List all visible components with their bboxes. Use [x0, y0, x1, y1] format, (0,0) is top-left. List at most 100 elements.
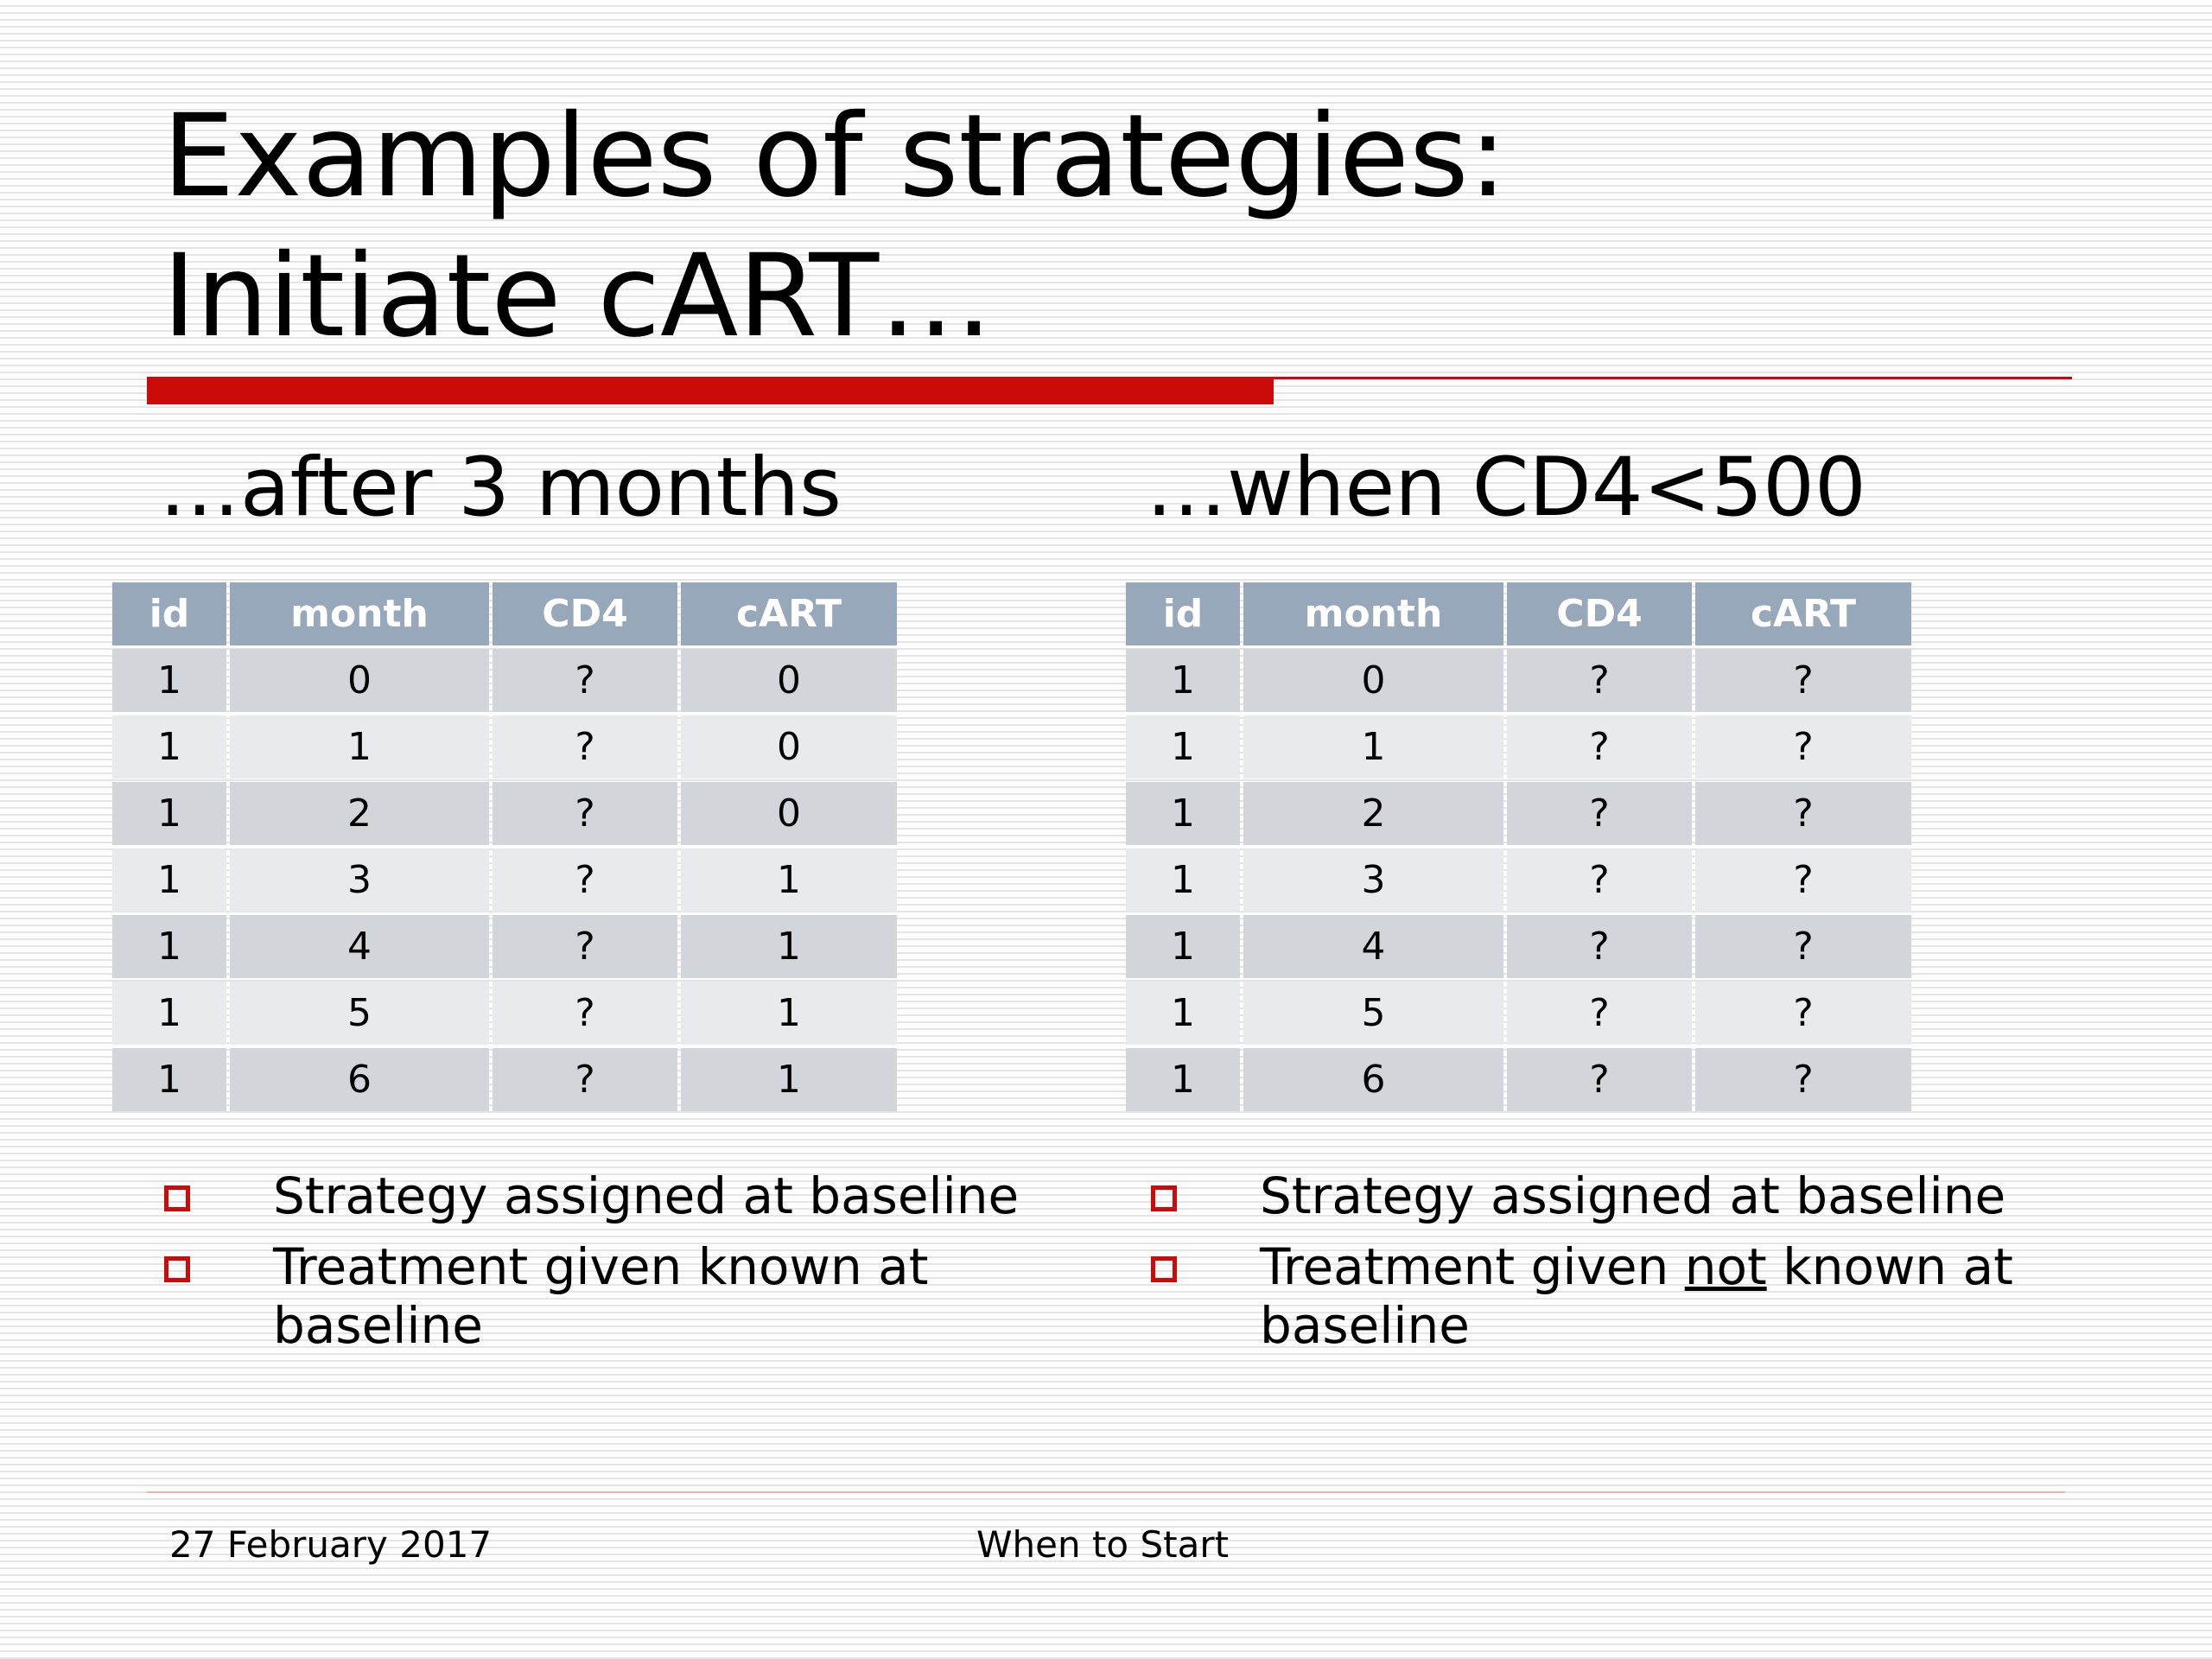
column-header-cd4: CD4 [1507, 582, 1692, 645]
bullet-text: Treatment given known at baseline [273, 1237, 929, 1355]
table-row: 1 0 ? ? [1126, 649, 1911, 712]
cell-month: 5 [1243, 982, 1503, 1045]
list-item: Treatment given known at baseline [161, 1237, 1077, 1355]
table-row: 1 1 ? 0 [112, 715, 897, 779]
right-column-heading: …when CD4<500 [1146, 441, 1866, 535]
table-row: 1 0 ? 0 [112, 649, 897, 712]
table-header-row: id month CD4 cART [1126, 582, 1911, 645]
cell-id: 1 [1126, 915, 1240, 978]
title-underline-thick [147, 377, 1274, 404]
right-strategy-table: id month CD4 cART 1 0 ? ? 1 1 ? ? 1 2 ? … [1122, 579, 1915, 1115]
cell-month: 0 [1243, 649, 1503, 712]
cell-id: 1 [112, 649, 226, 712]
cell-month: 6 [230, 1048, 489, 1111]
square-bullet-icon [164, 1185, 190, 1211]
column-header-cart: cART [1695, 582, 1911, 645]
list-item: Strategy assigned at baseline [161, 1166, 1077, 1225]
cell-cart: ? [1695, 715, 1911, 779]
slide-title-line-1: Examples of strategies: [162, 90, 1508, 223]
cell-cd4: ? [1507, 915, 1692, 978]
cell-cd4: ? [1507, 782, 1692, 845]
table-row: 1 4 ? 1 [112, 915, 897, 978]
cell-id: 1 [112, 715, 226, 779]
cell-cart: 0 [681, 715, 897, 779]
column-header-id: id [112, 582, 226, 645]
column-header-cd4: CD4 [493, 582, 677, 645]
cell-id: 1 [1126, 982, 1240, 1045]
cell-month: 2 [1243, 782, 1503, 845]
column-header-month: month [230, 582, 489, 645]
bullet-text: Strategy assigned at baseline [273, 1166, 1020, 1225]
cell-cd4: ? [1507, 849, 1692, 912]
cell-id: 1 [1126, 715, 1240, 779]
cell-month: 1 [1243, 715, 1503, 779]
left-bullet-list: Strategy assigned at baseline Treatment … [161, 1166, 1077, 1367]
cell-id: 1 [1126, 1048, 1240, 1111]
cell-cart: 1 [681, 915, 897, 978]
cell-cart: ? [1695, 915, 1911, 978]
cell-month: 3 [1243, 849, 1503, 912]
cell-cd4: ? [493, 649, 677, 712]
bullet-text-after: known at baseline [1260, 1237, 2013, 1355]
cell-cart: 1 [681, 849, 897, 912]
column-header-cart: cART [681, 582, 897, 645]
cell-cart: ? [1695, 1048, 1911, 1111]
cell-id: 1 [112, 1048, 226, 1111]
cell-cart: ? [1695, 982, 1911, 1045]
table-row: 1 6 ? ? [1126, 1048, 1911, 1111]
left-strategy-table: id month CD4 cART 1 0 ? 0 1 1 ? 0 1 2 ? … [109, 579, 900, 1115]
cell-month: 0 [230, 649, 489, 712]
table-row: 1 3 ? ? [1126, 849, 1911, 912]
title-underline-thin [1274, 377, 2072, 379]
bullet-text: Strategy assigned at baseline [1260, 1166, 2006, 1225]
column-header-month: month [1243, 582, 1503, 645]
cell-id: 1 [112, 782, 226, 845]
cell-id: 1 [112, 849, 226, 912]
square-bullet-icon [1151, 1185, 1177, 1211]
cell-month: 5 [230, 982, 489, 1045]
cell-cart: ? [1695, 782, 1911, 845]
cell-month: 6 [1243, 1048, 1503, 1111]
table-row: 1 4 ? ? [1126, 915, 1911, 978]
cell-cd4: ? [1507, 715, 1692, 779]
table-row: 1 5 ? 1 [112, 982, 897, 1045]
table-row: 1 5 ? ? [1126, 982, 1911, 1045]
cell-month: 4 [1243, 915, 1503, 978]
square-bullet-icon [164, 1256, 190, 1282]
cell-cd4: ? [493, 1048, 677, 1111]
cell-id: 1 [1126, 849, 1240, 912]
table-row: 1 3 ? 1 [112, 849, 897, 912]
cell-cart: 1 [681, 982, 897, 1045]
footer-presentation-title: When to Start [976, 1523, 1230, 1566]
cell-cart: 0 [681, 782, 897, 845]
cell-id: 1 [1126, 649, 1240, 712]
cell-cd4: ? [493, 782, 677, 845]
emphasized-word: not [1684, 1237, 1767, 1296]
cell-month: 1 [230, 715, 489, 779]
cell-cart: 1 [681, 1048, 897, 1111]
left-column-heading: …after 3 months [159, 441, 842, 535]
table-header-row: id month CD4 cART [112, 582, 897, 645]
cell-cd4: ? [493, 849, 677, 912]
cell-cd4: ? [1507, 1048, 1692, 1111]
cell-month: 2 [230, 782, 489, 845]
cell-cd4: ? [493, 982, 677, 1045]
slide-title: Examples of strategies: Initiate cART… [162, 86, 1507, 366]
cell-id: 1 [1126, 782, 1240, 845]
list-item: Treatment given not known at baseline [1147, 1237, 2063, 1355]
cell-month: 4 [230, 915, 489, 978]
cell-cd4: ? [1507, 982, 1692, 1045]
cell-id: 1 [112, 915, 226, 978]
cell-cart: 0 [681, 649, 897, 712]
table-row: 1 6 ? 1 [112, 1048, 897, 1111]
square-bullet-icon [1151, 1256, 1177, 1282]
footer-date: 27 February 2017 [169, 1523, 493, 1566]
cell-cart: ? [1695, 649, 1911, 712]
cell-month: 3 [230, 849, 489, 912]
cell-cd4: ? [1507, 649, 1692, 712]
table-row: 1 1 ? ? [1126, 715, 1911, 779]
cell-id: 1 [112, 982, 226, 1045]
table-row: 1 2 ? ? [1126, 782, 1911, 845]
right-bullet-list: Strategy assigned at baseline Treatment … [1147, 1166, 2063, 1367]
bullet-text-before: Treatment given [1260, 1237, 1685, 1296]
